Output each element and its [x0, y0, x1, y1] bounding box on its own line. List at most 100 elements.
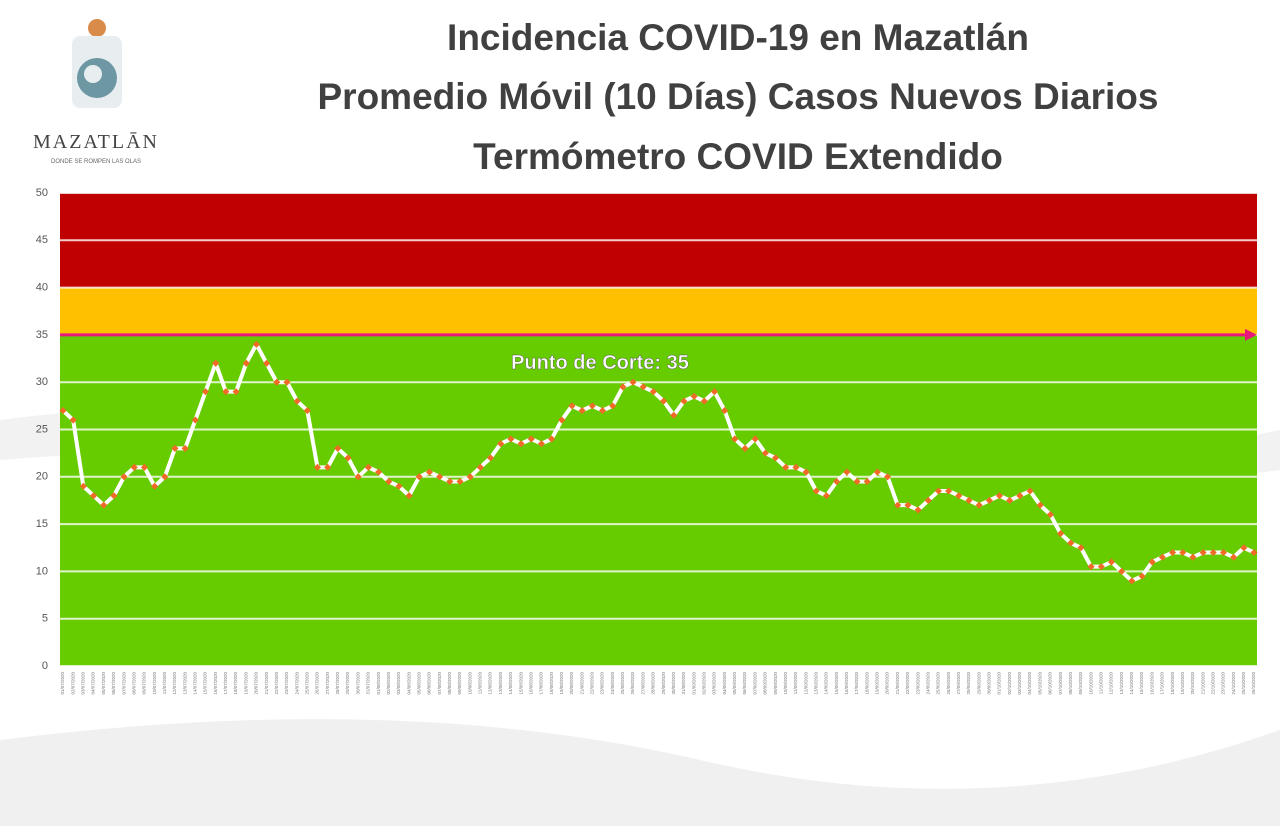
x-tick-label: 01/10/2020: [997, 672, 1002, 695]
data-point: [639, 383, 647, 391]
data-point: [293, 397, 301, 405]
y-tick-label: 10: [36, 565, 48, 577]
data-point: [670, 411, 678, 419]
data-point: [700, 397, 708, 405]
x-tick-label: 26/09/2020: [946, 672, 951, 695]
x-tick-label: 13/08/2020: [498, 672, 503, 695]
x-tick-label: 10/10/2020: [1088, 672, 1093, 695]
x-tick-label: 14/07/2020: [193, 672, 198, 695]
y-tick-label: 0: [42, 660, 48, 672]
data-point: [212, 359, 220, 367]
x-tick-label: 31/07/2020: [366, 672, 371, 695]
data-point: [680, 397, 688, 405]
data-point: [436, 473, 444, 481]
data-point: [1016, 492, 1024, 500]
data-point: [721, 407, 729, 415]
x-tick-label: 27/07/2020: [325, 672, 330, 695]
data-point: [120, 473, 128, 481]
data-point: [69, 416, 77, 424]
x-tick-label: 28/07/2020: [335, 672, 340, 695]
data-point: [904, 501, 912, 509]
x-tick-label: 23/07/2020: [284, 672, 289, 695]
x-tick-label: 15/07/2020: [203, 672, 208, 695]
x-tick-label: 05/10/2020: [1037, 672, 1042, 695]
data-point: [619, 383, 627, 391]
x-tick-label: 21/09/2020: [895, 672, 900, 695]
data-point: [863, 477, 871, 486]
x-tick-label: 10/07/2020: [152, 672, 157, 695]
x-tick-label: 22/10/2020: [1210, 672, 1215, 695]
y-tick-label: 45: [36, 234, 48, 246]
data-point: [161, 473, 169, 481]
data-point: [558, 416, 566, 424]
x-tick-label: 26/10/2020: [1251, 672, 1256, 695]
x-tick-label: 15/08/2020: [518, 672, 523, 695]
x-tick-label: 05/09/2020: [732, 672, 737, 695]
y-tick-label: 50: [36, 187, 48, 199]
x-tick-label: 19/08/2020: [559, 672, 564, 695]
x-tick-label: 02/10/2020: [1007, 672, 1012, 695]
y-tick-label: 35: [36, 329, 48, 341]
x-tick-label: 06/08/2020: [427, 672, 432, 695]
y-tick-label: 15: [36, 518, 48, 530]
data-point: [884, 473, 892, 481]
x-tick-label: 18/09/2020: [864, 672, 869, 695]
data-point: [527, 435, 535, 443]
x-tick-label: 16/10/2020: [1149, 672, 1154, 695]
data-point: [914, 506, 922, 514]
data-point: [324, 463, 332, 471]
data-point: [945, 487, 953, 495]
x-tick-label: 06/10/2020: [1048, 672, 1053, 695]
x-tick-label: 29/07/2020: [345, 672, 350, 695]
x-tick-label: 01/08/2020: [376, 672, 381, 695]
x-tick-label: 08/08/2020: [447, 672, 452, 695]
x-tick-label: 24/10/2020: [1231, 672, 1236, 695]
x-tick-label: 11/08/2020: [478, 672, 483, 695]
x-tick-label: 07/09/2020: [752, 672, 757, 695]
x-tick-label: 04/09/2020: [722, 672, 727, 695]
data-point: [833, 477, 841, 486]
data-point: [1006, 496, 1014, 504]
x-tick-label: 16/09/2020: [844, 672, 849, 695]
x-tick-label: 01/07/2020: [60, 672, 65, 695]
data-point: [364, 463, 372, 471]
data-point: [405, 492, 413, 500]
data-point: [761, 449, 769, 457]
data-point: [955, 492, 963, 500]
logo-dot: [88, 19, 106, 37]
x-tick-label: 17/10/2020: [1160, 672, 1165, 695]
data-point: [548, 435, 556, 443]
x-tick-label: 20/07/2020: [254, 672, 259, 695]
x-tick-label: 09/10/2020: [1078, 672, 1083, 695]
x-tick-label: 04/10/2020: [1027, 672, 1032, 695]
data-point: [853, 477, 861, 486]
data-point: [425, 468, 433, 476]
x-tick-label: 11/10/2020: [1098, 672, 1103, 695]
x-tick-label: 08/09/2020: [763, 672, 768, 695]
data-point: [110, 492, 118, 500]
x-tick-label: 06/07/2020: [111, 672, 116, 695]
data-point: [59, 407, 67, 415]
x-tick-label: 15/09/2020: [834, 672, 839, 695]
data-point: [507, 435, 515, 443]
x-tick-label: 08/10/2020: [1068, 672, 1073, 695]
data-point: [151, 482, 159, 490]
data-point: [395, 482, 403, 490]
data-point: [772, 454, 780, 462]
data-point: [802, 468, 810, 476]
x-tick-label: 24/07/2020: [294, 672, 299, 695]
x-tick-label: 10/08/2020: [467, 672, 472, 695]
threshold-arrow: [1245, 328, 1257, 341]
zone-band: [60, 287, 1257, 335]
data-point: [334, 444, 342, 452]
zone-band: [60, 334, 1257, 666]
x-tick-label: 07/07/2020: [121, 672, 126, 695]
data-point: [537, 440, 545, 448]
x-tick-label: 30/07/2020: [355, 672, 360, 695]
x-tick-label: 21/08/2020: [579, 672, 584, 695]
x-tick-label: 06/09/2020: [742, 672, 747, 695]
x-tick-label: 02/09/2020: [701, 672, 706, 695]
data-point: [130, 463, 138, 471]
x-tick-label: 16/07/2020: [213, 672, 218, 695]
